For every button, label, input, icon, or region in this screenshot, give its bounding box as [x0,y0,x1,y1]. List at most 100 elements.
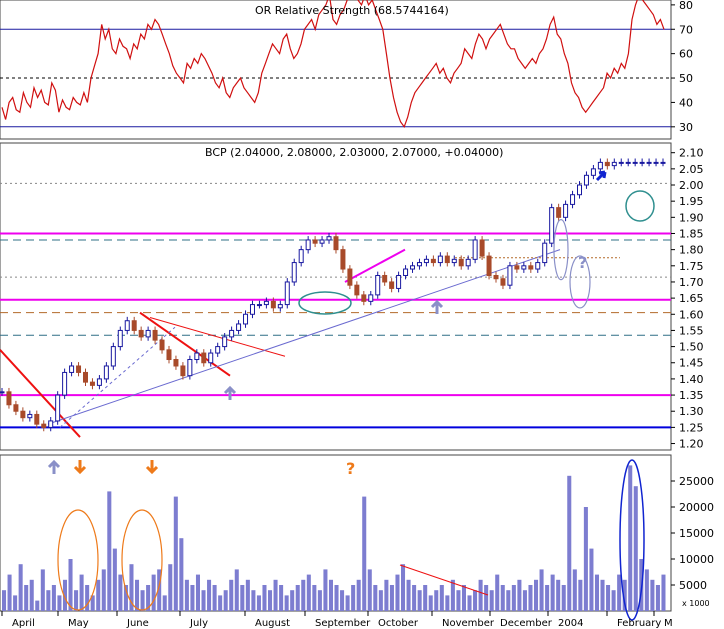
volume-bar [323,569,328,611]
volume-bar [207,579,212,611]
month-label: November [442,618,495,629]
rs-tick-label: 70 [679,23,693,36]
volume-bar [423,585,428,611]
volume-bar [417,590,422,611]
price-candle [326,236,332,241]
volume-bar [168,564,173,611]
price-candle [131,320,137,331]
price-candle [41,423,47,428]
price-tick-label: 1.95 [679,195,704,208]
downtrend-line [0,349,81,438]
pattern-ellipse [569,255,591,309]
price-candle [403,268,409,276]
volume-bar [157,569,162,611]
volume-bar [534,579,539,611]
volume-bar [539,569,544,611]
price-candle [625,161,631,164]
volume-bar [556,579,561,611]
volume-bar [85,585,90,611]
volume-tick-label: 15000 [679,527,714,540]
volume-bar [611,590,616,611]
pattern-ellipse [553,219,569,281]
price-candle [76,365,82,373]
price-candle [493,274,499,280]
price-candle [611,161,617,167]
volume-bar [173,496,178,611]
price-candle [159,339,165,351]
rs-tick-label: 80 [679,0,693,12]
rs-tick-label: 40 [679,96,693,109]
price-annotation: ? [578,253,587,272]
volume-bar [13,595,18,611]
price-tick-label: 1.35 [679,389,704,402]
volume-bar [434,590,439,611]
volume-annotation: ? [346,459,355,478]
volume-bar [456,590,461,611]
volume-bar [389,585,394,611]
price-candle [416,262,422,267]
volume-bar [284,595,289,611]
price-title: BCP (2.04000, 2.08000, 2.03000, 2.07000,… [205,146,503,159]
price-candle [410,265,416,270]
price-candle [500,278,506,286]
month-label: February [617,618,661,629]
price-layer [0,158,671,438]
volume-bar [583,507,588,611]
volume-tick-label: 5000 [679,579,707,592]
volume-bar [622,579,627,611]
price-tick-label: 1.25 [679,421,704,434]
price-candle [27,413,33,419]
volume-bar [578,579,583,611]
price-candle [319,239,325,244]
price-candle [389,281,395,289]
price-candle [284,281,290,306]
volume-trend-line [399,564,489,596]
volume-bar [606,585,611,611]
price-tick-label: 1.30 [679,405,704,418]
pattern-ellipse [625,190,655,222]
volume-bar [35,600,40,611]
price-tick-label: 1.80 [679,244,704,257]
price-candle [48,420,54,428]
volume-bar [151,574,156,611]
price-candle [138,329,144,338]
price-candle [528,265,534,270]
volume-bar [195,574,200,611]
price-candle [152,329,158,341]
price-candle [89,381,95,386]
volume-bar [445,595,450,611]
price-candle [590,168,596,176]
volume-bar [218,595,223,611]
volume-bar [572,569,577,611]
price-candle [375,274,381,296]
volume-bar [644,569,649,611]
volume-bar [118,574,123,611]
up-arrow-icon [47,459,61,474]
volume-bar [661,574,666,611]
price-candle [632,161,638,164]
volume-bar [96,579,101,611]
volume-tick-label: 25000 [679,475,714,488]
price-tick-label: 1.50 [679,341,704,354]
volume-bar [129,564,134,611]
price-candle [423,258,429,264]
volume-bar [545,585,550,611]
volume-bar [229,579,234,611]
price-candle [173,359,179,367]
volume-bar [223,590,228,611]
volume-bar [517,579,522,611]
volume-bar [655,585,660,611]
volume-bar [279,585,284,611]
volume-bar [506,590,511,611]
volume-bar [328,579,333,611]
volume-tick-label: 20000 [679,501,714,514]
volume-bar [273,579,278,611]
volume-bar [522,590,527,611]
volume-bar [162,595,167,611]
volume-bar [450,579,455,611]
volume-bar [190,585,195,611]
rs-layer [0,0,671,129]
volume-bar [201,590,206,611]
volume-bar [528,585,533,611]
